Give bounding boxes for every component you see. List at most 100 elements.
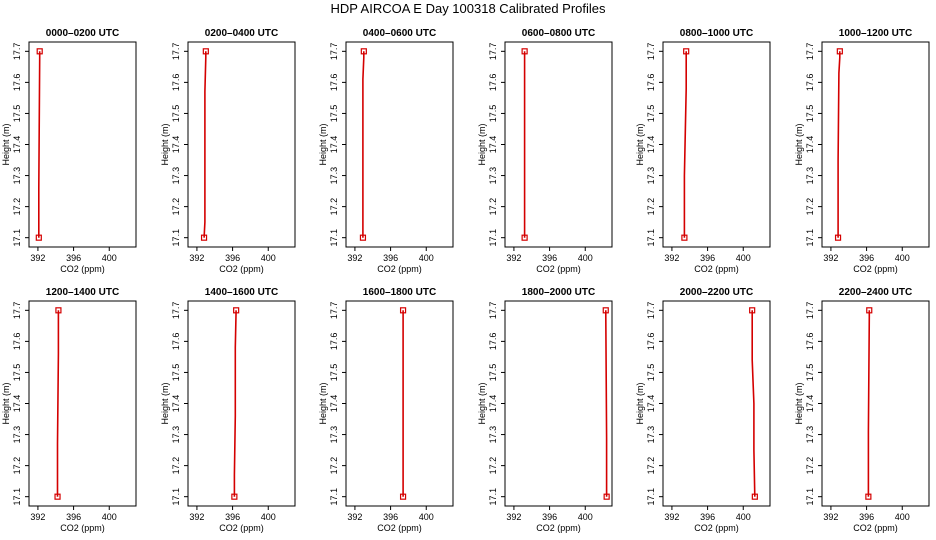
y-axis-label: Height (m) [1, 382, 11, 424]
y-tick-label: 17.7 [646, 302, 656, 320]
y-tick-label: 17.1 [12, 488, 22, 506]
y-tick-label: 17.7 [805, 302, 815, 320]
x-tick-label: 392 [664, 253, 679, 263]
y-tick-label: 17.2 [12, 457, 22, 475]
y-axis-label: Height (m) [794, 382, 804, 424]
y-tick-label: 17.1 [646, 488, 656, 506]
profile-marker [749, 307, 756, 314]
panel-title: 0400–0600 UTC [363, 28, 436, 39]
x-tick-label: 392 [347, 253, 362, 263]
y-tick-label: 17.3 [12, 426, 22, 444]
x-tick-label: 396 [859, 512, 874, 522]
y-tick-label: 17.3 [171, 426, 181, 444]
panel-title: 0600–0800 UTC [522, 28, 595, 39]
y-tick-label: 17.2 [646, 198, 656, 216]
y-axis-label: Height (m) [477, 123, 487, 165]
y-tick-label: 17.7 [171, 43, 181, 61]
profile-marker [36, 48, 43, 55]
y-tick-label: 17.2 [329, 198, 339, 216]
profile-marker [54, 493, 61, 500]
profile-marker [55, 307, 62, 314]
y-tick-label: 17.3 [646, 167, 656, 185]
y-tick-label: 17.4 [12, 136, 22, 154]
y-tick-label: 17.3 [488, 426, 498, 444]
panel-title: 0800–1000 UTC [680, 28, 753, 39]
plot-frame [504, 300, 613, 507]
panel-title: 0000–0200 UTC [46, 28, 119, 39]
y-tick-label: 17.3 [12, 167, 22, 185]
profile-marker [681, 234, 688, 241]
y-tick-label: 17.7 [329, 43, 339, 61]
y-tick-label: 17.4 [488, 136, 498, 154]
y-tick-label: 17.4 [171, 395, 181, 413]
x-tick-label: 400 [261, 512, 276, 522]
profile-marker [360, 48, 367, 55]
y-tick-label: 17.3 [805, 167, 815, 185]
profile-marker [231, 493, 238, 500]
y-tick-label: 17.3 [646, 426, 656, 444]
x-tick-label: 392 [506, 253, 521, 263]
x-tick-label: 400 [102, 253, 117, 263]
panel-title: 2000–2200 UTC [680, 287, 753, 298]
profile-marker [399, 307, 407, 314]
x-tick-label: 400 [578, 253, 593, 263]
x-tick-label: 392 [664, 512, 679, 522]
y-tick-label: 17.1 [488, 229, 498, 247]
y-tick-label: 17.2 [805, 198, 815, 216]
x-axis-label: CO2 (ppm) [60, 523, 105, 533]
y-tick-label: 17.6 [488, 333, 498, 351]
profile-line [867, 310, 871, 497]
y-tick-label: 17.2 [488, 198, 498, 216]
y-tick-label: 17.2 [646, 457, 656, 475]
plot-frame [345, 41, 454, 248]
y-tick-label: 17.4 [488, 395, 498, 413]
x-tick-label: 392 [347, 512, 362, 522]
panel-title: 1400–1600 UTC [205, 287, 278, 298]
y-tick-label: 17.7 [488, 302, 498, 320]
plot-frame [187, 300, 296, 507]
y-tick-label: 17.2 [171, 198, 181, 216]
y-tick-label: 17.7 [805, 43, 815, 61]
y-tick-label: 17.5 [171, 105, 181, 123]
panel-title: 1000–1200 UTC [839, 28, 912, 39]
profile-marker [359, 234, 367, 241]
x-tick-label: 392 [189, 512, 204, 522]
x-axis-label: CO2 (ppm) [536, 523, 581, 533]
x-tick-label: 400 [736, 512, 751, 522]
profile-marker [603, 493, 610, 500]
plot-frame [504, 41, 613, 248]
y-tick-label: 17.1 [12, 229, 22, 247]
x-axis-label: CO2 (ppm) [853, 523, 898, 533]
y-tick-label: 17.5 [329, 364, 339, 382]
y-tick-label: 17.2 [805, 457, 815, 475]
y-tick-label: 17.1 [646, 229, 656, 247]
x-tick-label: 396 [859, 253, 874, 263]
x-tick-label: 400 [419, 253, 434, 263]
profile-line [683, 51, 688, 238]
y-axis-label: Height (m) [635, 382, 645, 424]
x-tick-label: 396 [66, 253, 81, 263]
profile-marker [865, 493, 872, 500]
profile-line [751, 310, 756, 497]
x-axis-label: CO2 (ppm) [219, 523, 264, 533]
y-tick-label: 17.1 [805, 229, 815, 247]
y-tick-label: 17.5 [488, 364, 498, 382]
y-tick-label: 17.7 [171, 302, 181, 320]
y-tick-label: 17.3 [488, 167, 498, 185]
y-tick-label: 17.1 [171, 488, 181, 506]
y-tick-label: 17.6 [329, 74, 339, 92]
y-tick-label: 17.5 [12, 364, 22, 382]
plot-frame [345, 300, 454, 507]
y-tick-label: 17.4 [805, 395, 815, 413]
profile-marker [521, 48, 528, 55]
x-tick-label: 396 [383, 253, 398, 263]
y-tick-label: 17.5 [171, 364, 181, 382]
profile-line [203, 51, 207, 238]
x-tick-label: 396 [542, 253, 557, 263]
y-axis-label: Height (m) [318, 123, 328, 165]
x-tick-label: 396 [225, 253, 240, 263]
y-tick-label: 17.4 [12, 395, 22, 413]
x-tick-label: 396 [383, 512, 398, 522]
y-tick-label: 17.3 [329, 167, 339, 185]
